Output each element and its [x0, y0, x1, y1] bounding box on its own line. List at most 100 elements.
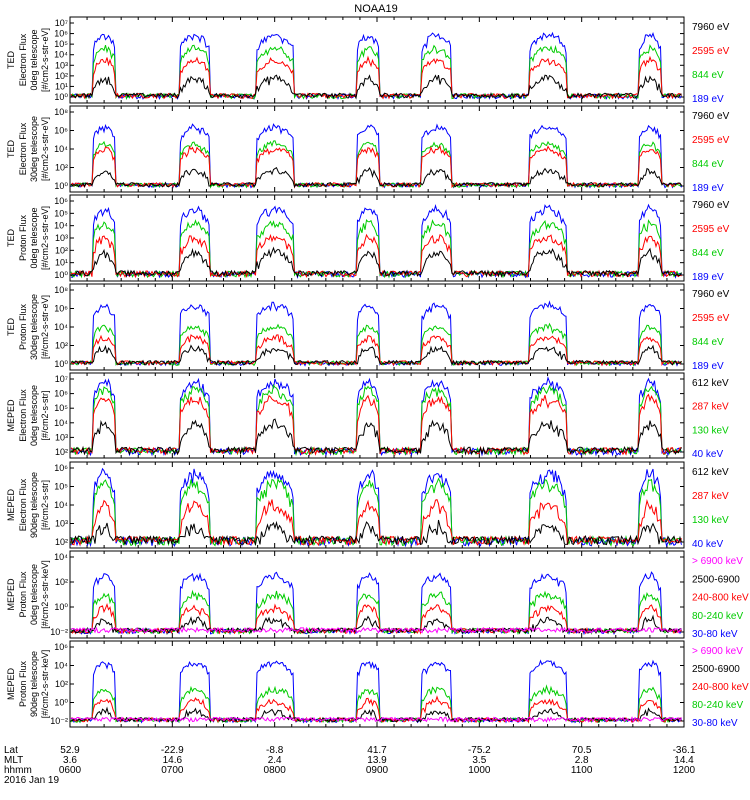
- x-axis-row-label: Lat: [4, 745, 18, 756]
- series-line-blue: [70, 376, 682, 457]
- x-axis-row-label: hhmm: [4, 765, 32, 776]
- instrument-label: MEPED: [6, 489, 16, 522]
- y-axis-label: MEPED Electron Flux 90deg telescope [#/cm2-…: [6, 472, 50, 538]
- y-tick-label: 10²: [55, 577, 68, 587]
- y-tick-label: 10²: [55, 537, 68, 547]
- y-tick-label: 10¹: [55, 258, 68, 268]
- legend-entry: 30-80 keV: [692, 718, 738, 729]
- series-line-green: [70, 44, 682, 101]
- legend-entry: 844 eV: [692, 248, 724, 259]
- y-label-line: 30deg telescope: [29, 116, 39, 182]
- y-label-line: Electron Flux: [18, 389, 28, 442]
- x-tick-hhmm: 0700: [161, 765, 184, 776]
- y-tick-label: 10¹: [55, 81, 68, 91]
- y-tick-label: 10²: [55, 447, 68, 457]
- legend-entry: 612 keV: [692, 467, 729, 478]
- series-line-blue: [70, 203, 682, 280]
- series-line-red: [70, 233, 682, 279]
- y-axis-label: MEPED Electron Flux 0deg telescope [#/cm2-s…: [6, 385, 50, 446]
- legend-entry: 2595 eV: [692, 135, 730, 146]
- y-label-line: 0deg telescope: [29, 29, 39, 90]
- series-line-black: [70, 74, 682, 100]
- instrument-label: TED: [6, 317, 16, 336]
- y-tick-label: 10⁻²: [50, 627, 68, 637]
- y-tick-label: 10⁶: [54, 389, 68, 399]
- y-tick-label: 10⁴: [54, 552, 68, 562]
- y-tick-label: 10⁷: [55, 18, 68, 28]
- y-tick-label: 10⁷: [55, 374, 68, 384]
- x-axis-row-label: 2016 Jan 19: [4, 775, 59, 786]
- legend-entry: 2595 eV: [692, 46, 730, 57]
- series-line-red: [70, 334, 682, 367]
- legend-entry: > 6900 keV: [692, 646, 743, 657]
- y-tick-label: 10⁶: [54, 642, 68, 652]
- y-label-line: Proton Flux: [18, 214, 28, 261]
- legend-entry: 40 keV: [692, 539, 723, 550]
- y-label-line: Electron Flux: [18, 122, 28, 175]
- y-label-line: Proton Flux: [18, 303, 28, 350]
- panel-frame: [69, 640, 685, 728]
- y-label-line: 90deg telescope: [29, 651, 39, 717]
- legend-entry: 612 keV: [692, 378, 729, 389]
- y-tick-label: 10⁴: [54, 50, 68, 60]
- legend-entry: 2500-6900: [692, 664, 740, 675]
- y-tick-label: 10⁵: [54, 403, 68, 413]
- instrument-label: MEPED: [6, 399, 16, 432]
- y-tick-label: 10⁴: [54, 418, 68, 428]
- x-tick-lat: -36.1: [673, 745, 696, 756]
- y-label-line: Electron Flux: [18, 478, 28, 531]
- y-tick-label: 10³: [55, 519, 68, 529]
- panel-frame: [69, 105, 685, 193]
- y-label-line: 90deg telescope: [29, 472, 39, 538]
- y-axis-label: TED Proton Flux 30deg telescope [#/cm2-s-st…: [6, 294, 50, 360]
- y-tick-label: 10⁶: [54, 463, 68, 473]
- legend-entry: 2595 eV: [692, 224, 730, 235]
- legend-entry: 287 keV: [692, 402, 729, 413]
- series-line-blue: [70, 300, 682, 367]
- legend-entry: 287 keV: [692, 491, 729, 502]
- x-tick-mlt: 14.6: [163, 755, 183, 766]
- y-tick-label: 10⁵: [54, 39, 68, 49]
- series-line-red: [70, 145, 682, 189]
- series-line-green: [70, 383, 682, 457]
- y-tick-label: 10⁶: [54, 304, 68, 314]
- y-tick-label: 10⁴: [54, 661, 68, 671]
- y-tick-label: 10³: [55, 60, 68, 70]
- legend-entry: 130 keV: [692, 515, 729, 526]
- legend-entry: > 6900 keV: [692, 556, 743, 567]
- legend-entry: 2500-6900: [692, 574, 740, 585]
- y-label-line: 0deg telescope: [29, 564, 39, 625]
- series-line-black: [70, 614, 682, 635]
- y-tick-label: 10⁵: [54, 482, 68, 492]
- y-label-line: [#/cm2-s-str-eV]: [40, 295, 50, 359]
- y-axis-label: TED Electron Flux 30deg telescope [#/cm2-s-…: [6, 116, 50, 182]
- x-axis-row-label: MLT: [4, 755, 23, 766]
- y-tick-label: 10⁶: [54, 196, 68, 206]
- x-tick-mlt: 14.4: [674, 755, 694, 766]
- instrument-label: TED: [6, 139, 16, 158]
- y-label-line: [#/cm2-s-str-keV]: [40, 560, 50, 629]
- x-tick-mlt: 13.9: [367, 755, 387, 766]
- panel-frame: [69, 194, 685, 282]
- y-label-line: [#/cm2-s-str-eV]: [40, 117, 50, 181]
- y-tick-label: 10²: [55, 71, 68, 81]
- y-tick-label: 10⁸: [54, 285, 68, 295]
- legend-entry: 80-240 keV: [692, 611, 743, 622]
- y-axis-label: TED Electron Flux 0deg telescope [#/cm2-s-s…: [6, 28, 50, 92]
- x-tick-lat: -22.9: [161, 745, 184, 756]
- x-tick-hhmm: 0800: [264, 765, 287, 776]
- y-tick-label: 10²: [55, 679, 68, 689]
- instrument-label: MEPED: [6, 578, 16, 611]
- legend-entry: 189 eV: [692, 94, 724, 105]
- legend-entry: 240-800 keV: [692, 682, 749, 693]
- y-label-line: [#/cm2-s-str-eV]: [40, 206, 50, 270]
- series-line-black: [70, 519, 682, 546]
- series-line-black: [70, 418, 682, 456]
- y-axis-label: MEPED Proton Flux 0deg telescope [#/cm2-s-s…: [6, 560, 50, 629]
- series-line-red: [70, 55, 682, 100]
- x-tick-mlt: 2.8: [575, 755, 589, 766]
- series-line-black: [70, 166, 682, 189]
- legend-entry: 80-240 keV: [692, 700, 743, 711]
- y-tick-label: 10⁰: [54, 181, 68, 191]
- y-tick-label: 10⁴: [54, 322, 68, 332]
